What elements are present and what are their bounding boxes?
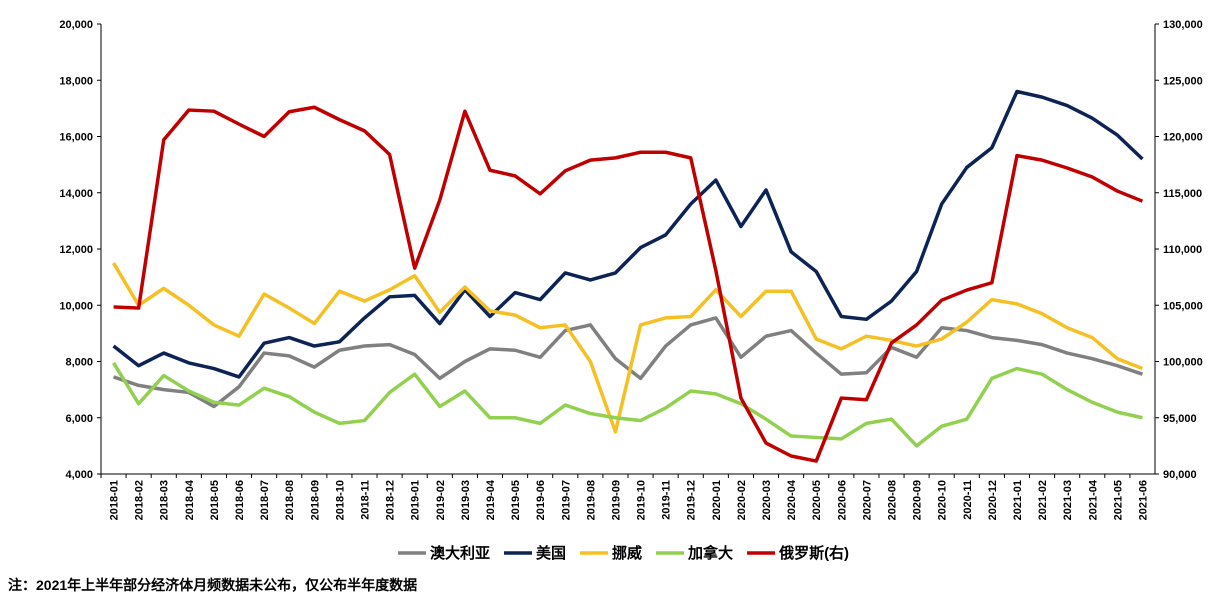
x-tick-label: 2020-02 — [736, 480, 748, 520]
x-tick-label: 2018-05 — [209, 480, 221, 520]
x-tick-label: 2020-01 — [711, 480, 723, 520]
y-tick-label: 8,000 — [65, 357, 93, 369]
x-tick-label: 2021-05 — [1112, 480, 1124, 520]
series-line — [112, 262, 1144, 434]
x-tick-label: 2018-07 — [259, 480, 271, 520]
y-tick-label: 14,000 — [59, 188, 93, 200]
y2-tick-label: 95,000 — [1163, 413, 1197, 425]
x-tick-label: 2019-04 — [485, 479, 497, 520]
x-tick-label: 2020-07 — [861, 480, 873, 520]
x-tick-label: 2020-05 — [811, 480, 823, 520]
x-tick-label: 2020-03 — [761, 480, 773, 520]
y2-tick-label: 100,000 — [1163, 357, 1203, 369]
x-tick-label: 2019-05 — [510, 480, 522, 520]
x-tick-label: 2021-04 — [1087, 479, 1099, 520]
x-tick-label: 2019-06 — [535, 480, 547, 520]
x-tick-label: 2018-10 — [334, 480, 346, 520]
x-tick-label: 2020-12 — [987, 480, 999, 520]
x-tick-label: 2018-11 — [360, 480, 372, 520]
x-tick-label: 2018-02 — [134, 480, 146, 520]
x-tick-label: 2018-03 — [159, 480, 171, 520]
y-tick-label: 6,000 — [65, 413, 93, 425]
legend-label: 俄罗斯(右) — [778, 544, 849, 562]
x-tick-label: 2018-09 — [309, 480, 321, 520]
y2-tick-label: 115,000 — [1163, 188, 1202, 200]
x-tick-label: 2018-04 — [184, 479, 196, 520]
x-tick-label: 2020-09 — [912, 480, 924, 520]
x-tick-label: 2019-07 — [560, 480, 572, 520]
x-tick-label: 2019-01 — [410, 480, 422, 520]
x-tick-label: 2020-10 — [937, 480, 949, 520]
x-tick-label: 2020-11 — [962, 480, 974, 520]
x-tick-label: 2019-10 — [636, 480, 648, 520]
legend-label: 澳大利亚 — [430, 544, 490, 562]
legend-label: 加拿大 — [687, 544, 733, 562]
y-tick-label: 16,000 — [59, 132, 93, 144]
y-tick-label: 12,000 — [59, 244, 93, 256]
x-tick-label: 2021-03 — [1062, 480, 1074, 520]
x-tick-label: 2020-08 — [887, 480, 899, 520]
note: 注：2021年上半年部分经济体月频数据未公布，仅公布半年度数据 — [8, 577, 417, 593]
y2-tick-label: 130,000 — [1163, 19, 1203, 31]
x-tick-label: 2018-08 — [284, 480, 296, 520]
series-line — [112, 89, 1144, 379]
y2-tick-label: 125,000 — [1163, 75, 1203, 87]
legend-label: 美国 — [536, 544, 566, 562]
x-tick-label: 2021-01 — [1012, 480, 1024, 520]
x-tick-label: 2021-02 — [1037, 480, 1049, 520]
x-tick-label: 2019-08 — [585, 480, 597, 520]
x-tick-label: 2019-02 — [435, 480, 447, 520]
x-tick-label: 2020-06 — [836, 480, 848, 520]
series-line — [113, 105, 1144, 463]
x-tick-label: 2018-06 — [234, 480, 246, 520]
x-tick-label: 2019-12 — [686, 480, 698, 520]
y2-tick-label: 105,000 — [1163, 300, 1203, 312]
x-tick-label: 2019-09 — [610, 480, 622, 520]
x-tick-label: 2018-12 — [385, 480, 397, 520]
y-tick-label: 18,000 — [59, 75, 93, 87]
series-line — [112, 361, 1143, 448]
y2-tick-label: 90,000 — [1163, 469, 1197, 481]
x-tick-label: 2020-04 — [786, 479, 798, 520]
series-line — [112, 316, 1144, 409]
y-tick-label: 4,000 — [65, 469, 93, 481]
x-tick-label: 2021-06 — [1137, 480, 1149, 520]
y2-tick-label: 120,000 — [1163, 132, 1203, 144]
y-tick-label: 10,000 — [59, 300, 93, 312]
y-tick-label: 20,000 — [59, 19, 93, 31]
x-tick-label: 2019-11 — [661, 480, 673, 520]
x-tick-label: 2018-01 — [109, 480, 121, 520]
legend-label: 挪威 — [612, 544, 642, 562]
y2-tick-label: 110,000 — [1163, 244, 1202, 256]
x-tick-label: 2019-03 — [460, 480, 472, 520]
